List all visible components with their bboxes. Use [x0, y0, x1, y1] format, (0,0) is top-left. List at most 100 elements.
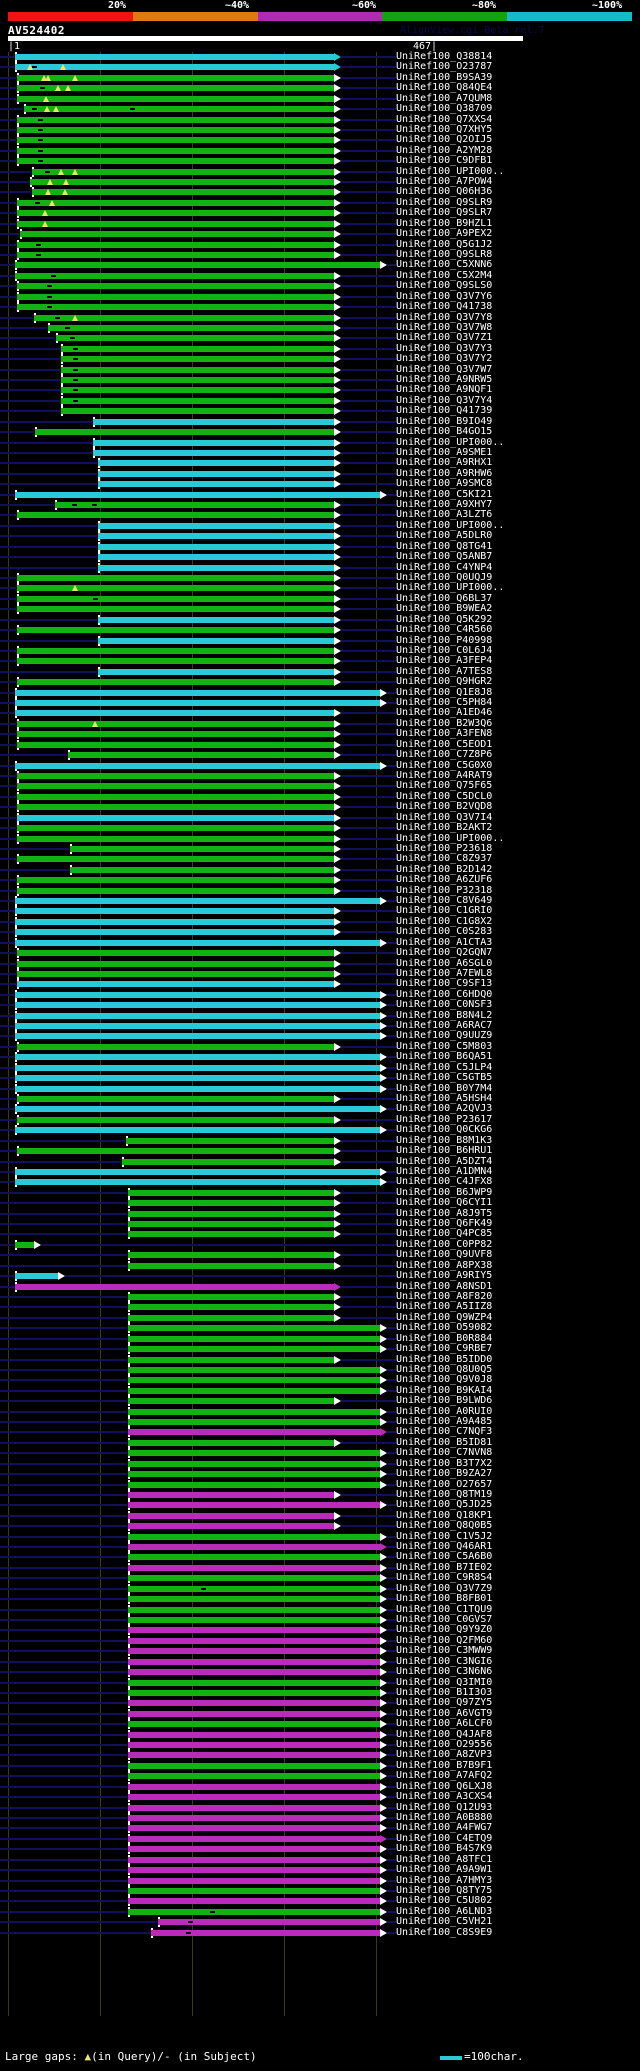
alignment-row[interactable]: UniRef100_B8N4L2 [0, 1010, 640, 1021]
alignment-bar[interactable] [128, 1710, 380, 1717]
alignment-bar[interactable] [128, 1669, 380, 1676]
alignment-row[interactable]: UniRef100_A9RHX1 [0, 457, 640, 469]
hit-label[interactable]: UniRef100_A8ZVP3 [396, 1749, 493, 1761]
alignment-row[interactable]: UniRef100_A7QUM8 [0, 93, 640, 104]
alignment-row[interactable]: UniRef100_C9DFB1 [0, 155, 640, 167]
alignment-bar[interactable] [128, 1293, 335, 1300]
alignment-row[interactable]: UniRef100_Q3V7Y6 [0, 291, 640, 302]
hit-label[interactable]: UniRef100_B3T7X2 [396, 1457, 493, 1469]
alignment-bar[interactable] [14, 272, 335, 279]
hit-label[interactable]: UniRef100_Q38709 [396, 103, 493, 115]
alignment-row[interactable]: UniRef100_A5HSH4 [0, 1093, 640, 1104]
alignment-row[interactable]: UniRef100_Q3V7Y4 [0, 395, 640, 406]
alignment-row[interactable]: UniRef100_Q9SLS0 [0, 280, 640, 292]
alignment-row[interactable]: UniRef100_B3T7X2 [0, 1457, 640, 1469]
alignment-row[interactable]: UniRef100_B2W3Q6 [0, 717, 640, 729]
alignment-row[interactable]: UniRef100_B2AKT2 [0, 822, 640, 834]
alignment-row[interactable]: UniRef100_Q6LXJ8 [0, 1780, 640, 1792]
hit-label[interactable]: UniRef100_UPI000.. [396, 832, 505, 844]
hit-label[interactable]: UniRef100_C0L6J4 [396, 644, 493, 656]
hit-label[interactable]: UniRef100_C5EOD1 [396, 738, 493, 750]
alignment-row[interactable]: UniRef100_A5IIZ8 [0, 1301, 640, 1313]
hit-label[interactable]: UniRef100_A5IIZ8 [396, 1301, 493, 1313]
alignment-row[interactable]: UniRef100_C0GVS7 [0, 1614, 640, 1625]
alignment-row[interactable]: UniRef100_Q3V7I4 [0, 812, 640, 823]
alignment-bar[interactable] [128, 1210, 335, 1217]
hit-label[interactable]: UniRef100_P23618 [396, 842, 493, 854]
alignment-bar[interactable] [128, 1502, 380, 1509]
alignment-row[interactable]: UniRef100_A7AFQ2 [0, 1770, 640, 1782]
alignment-bar[interactable] [17, 1096, 335, 1102]
alignment-bar[interactable] [17, 970, 335, 977]
alignment-row[interactable]: UniRef100_B4S7K9 [0, 1843, 640, 1855]
alignment-bar[interactable] [14, 929, 335, 936]
hit-label[interactable]: UniRef100_A3FEP4 [396, 655, 493, 667]
alignment-bar[interactable] [128, 1325, 380, 1332]
alignment-bar[interactable] [128, 1762, 380, 1769]
alignment-row[interactable]: UniRef100_Q8U0Q5 [0, 1364, 640, 1375]
alignment-row[interactable]: UniRef100_UPI000.. [0, 582, 640, 594]
alignment-bar[interactable] [17, 585, 335, 592]
alignment-bar[interactable] [128, 1835, 380, 1842]
alignment-row[interactable]: UniRef100_Q97ZY5 [0, 1697, 640, 1709]
alignment-bar[interactable] [14, 1085, 380, 1092]
alignment-bar[interactable] [55, 502, 335, 509]
hit-label[interactable]: UniRef100_C5JLP4 [396, 1061, 493, 1073]
hit-label[interactable]: UniRef100_O29556 [396, 1739, 493, 1751]
alignment-bar[interactable] [128, 1908, 380, 1915]
alignment-row[interactable]: UniRef100_Q18KP1 [0, 1509, 640, 1521]
alignment-row[interactable]: UniRef100_Q9V0J8 [0, 1374, 640, 1386]
alignment-bar[interactable] [128, 1439, 335, 1446]
hit-label[interactable]: UniRef100_B9IO49 [396, 415, 493, 427]
alignment-row[interactable]: UniRef100_C1TQU9 [0, 1604, 640, 1615]
alignment-bar[interactable] [128, 1679, 380, 1686]
alignment-bar[interactable] [128, 1585, 380, 1592]
alignment-row[interactable]: UniRef100_A9RHW6 [0, 468, 640, 479]
alignment-row[interactable]: UniRef100_P40998 [0, 635, 640, 646]
hit-label[interactable]: UniRef100_Q3V7Z1 [396, 332, 493, 344]
alignment-row[interactable]: UniRef100_B6JWP9 [0, 1187, 640, 1198]
alignment-row[interactable]: UniRef100_B0Y7M4 [0, 1083, 640, 1094]
alignment-bar[interactable] [128, 1262, 335, 1269]
hit-label[interactable]: UniRef100_C7NVN8 [396, 1447, 493, 1459]
alignment-bar[interactable] [14, 700, 380, 707]
alignment-row[interactable]: UniRef100_A1ED46 [0, 707, 640, 719]
hit-label[interactable]: UniRef100_C4ETQ9 [396, 1832, 493, 1844]
alignment-row[interactable]: UniRef100_C9R8S4 [0, 1572, 640, 1584]
alignment-row[interactable]: UniRef100_A3CXS4 [0, 1791, 640, 1803]
alignment-row[interactable]: UniRef100_C6HDQ0 [0, 989, 640, 1000]
alignment-bar[interactable] [69, 866, 335, 873]
alignment-row[interactable]: UniRef100_Q3V7Y3 [0, 343, 640, 354]
hit-label[interactable]: UniRef100_Q18KP1 [396, 1509, 493, 1521]
hit-label[interactable]: UniRef100_A9SMC8 [396, 478, 493, 490]
hit-label[interactable]: UniRef100_Q6LXJ8 [396, 1780, 493, 1792]
alignment-row[interactable]: UniRef100_C1V5J2 [0, 1531, 640, 1542]
hit-label[interactable]: UniRef100_A1DMN4 [396, 1165, 493, 1177]
hit-label[interactable]: UniRef100_P32318 [396, 884, 493, 896]
alignment-row[interactable]: UniRef100_A4FWG7 [0, 1822, 640, 1834]
hit-label[interactable]: UniRef100_A8J9T5 [396, 1207, 493, 1219]
alignment-bar[interactable] [14, 1002, 380, 1009]
alignment-row[interactable]: UniRef100_UPI000.. [0, 832, 640, 844]
alignment-row[interactable]: UniRef100_B9KAI4 [0, 1385, 640, 1396]
alignment-row[interactable]: UniRef100_B8M1K3 [0, 1135, 640, 1146]
hit-label[interactable]: UniRef100_A2QVJ3 [396, 1103, 493, 1115]
alignment-row[interactable]: UniRef100_Q9UUZ9 [0, 1030, 640, 1042]
alignment-bar[interactable] [17, 126, 335, 133]
alignment-bar[interactable] [128, 1700, 380, 1707]
hit-label[interactable]: UniRef100_A1ED46 [396, 707, 493, 719]
alignment-row[interactable]: UniRef100_Q5JD25 [0, 1499, 640, 1511]
alignment-bar[interactable] [128, 1533, 380, 1540]
alignment-bar[interactable] [17, 1043, 335, 1050]
hit-label[interactable]: UniRef100_UPI000.. [396, 582, 505, 594]
alignment-row[interactable]: UniRef100_C4R560 [0, 624, 640, 636]
alignment-bar[interactable] [32, 168, 335, 175]
alignment-bar[interactable] [128, 1575, 380, 1582]
hit-label[interactable]: UniRef100_C9DFB1 [396, 155, 493, 167]
hit-label[interactable]: UniRef100_A7AFQ2 [396, 1770, 493, 1782]
hit-label[interactable]: UniRef100_B2W3Q6 [396, 717, 493, 729]
hit-label[interactable]: UniRef100_B1I3O3 [396, 1686, 493, 1698]
alignment-row[interactable]: UniRef100_B6QA51 [0, 1051, 640, 1063]
hit-label[interactable]: UniRef100_UPI000.. [396, 165, 505, 177]
alignment-bar[interactable] [17, 1148, 335, 1155]
